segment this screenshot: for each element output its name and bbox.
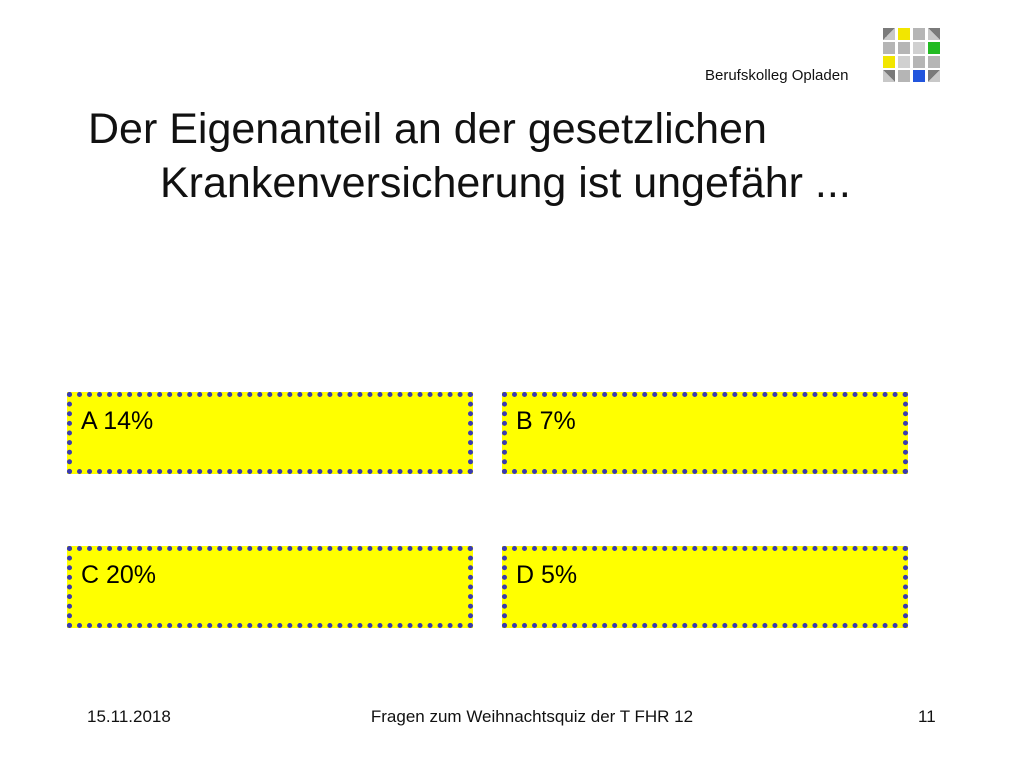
logo-tile [928,70,940,82]
footer-title: Fragen zum Weihnachtsquiz der T FHR 12 [370,707,694,726]
answer-label: D 5% [516,561,578,589]
answer-label: A 14% [81,407,154,435]
logo-tile [898,56,910,68]
logo-tile [913,56,925,68]
question-title: Der Eigenanteil an der gesetzlichen Kran… [88,102,1020,210]
logo-tile-yellow [883,56,895,68]
logo-tile [913,28,925,40]
logo-tile [883,28,895,40]
brand-label: Berufskolleg Opladen [705,67,849,84]
logo-tile [883,42,895,54]
school-logo-icon [883,28,940,82]
logo-tile [913,42,925,54]
footer-date: 15.11.2018 [87,707,171,726]
answer-option-a[interactable]: A 14% [67,392,473,474]
question-line-1: Der Eigenanteil an der gesetzlichen [88,105,767,153]
logo-tile [898,70,910,82]
logo-tile [898,42,910,54]
logo-tile-blue [913,70,925,82]
logo-tile-yellow [898,28,910,40]
logo-tile [928,28,940,40]
answer-label: C 20% [81,561,157,589]
page-number: 11 [918,707,936,726]
logo-tile [883,70,895,82]
question-line-2: Krankenversicherung ist ungefähr ... [160,159,851,207]
answer-label: B 7% [516,407,576,435]
answer-option-d[interactable]: D 5% [502,546,908,628]
logo-tile-green [928,42,940,54]
logo-tile [928,56,940,68]
answer-option-b[interactable]: B 7% [502,392,908,474]
answer-option-c[interactable]: C 20% [67,546,473,628]
